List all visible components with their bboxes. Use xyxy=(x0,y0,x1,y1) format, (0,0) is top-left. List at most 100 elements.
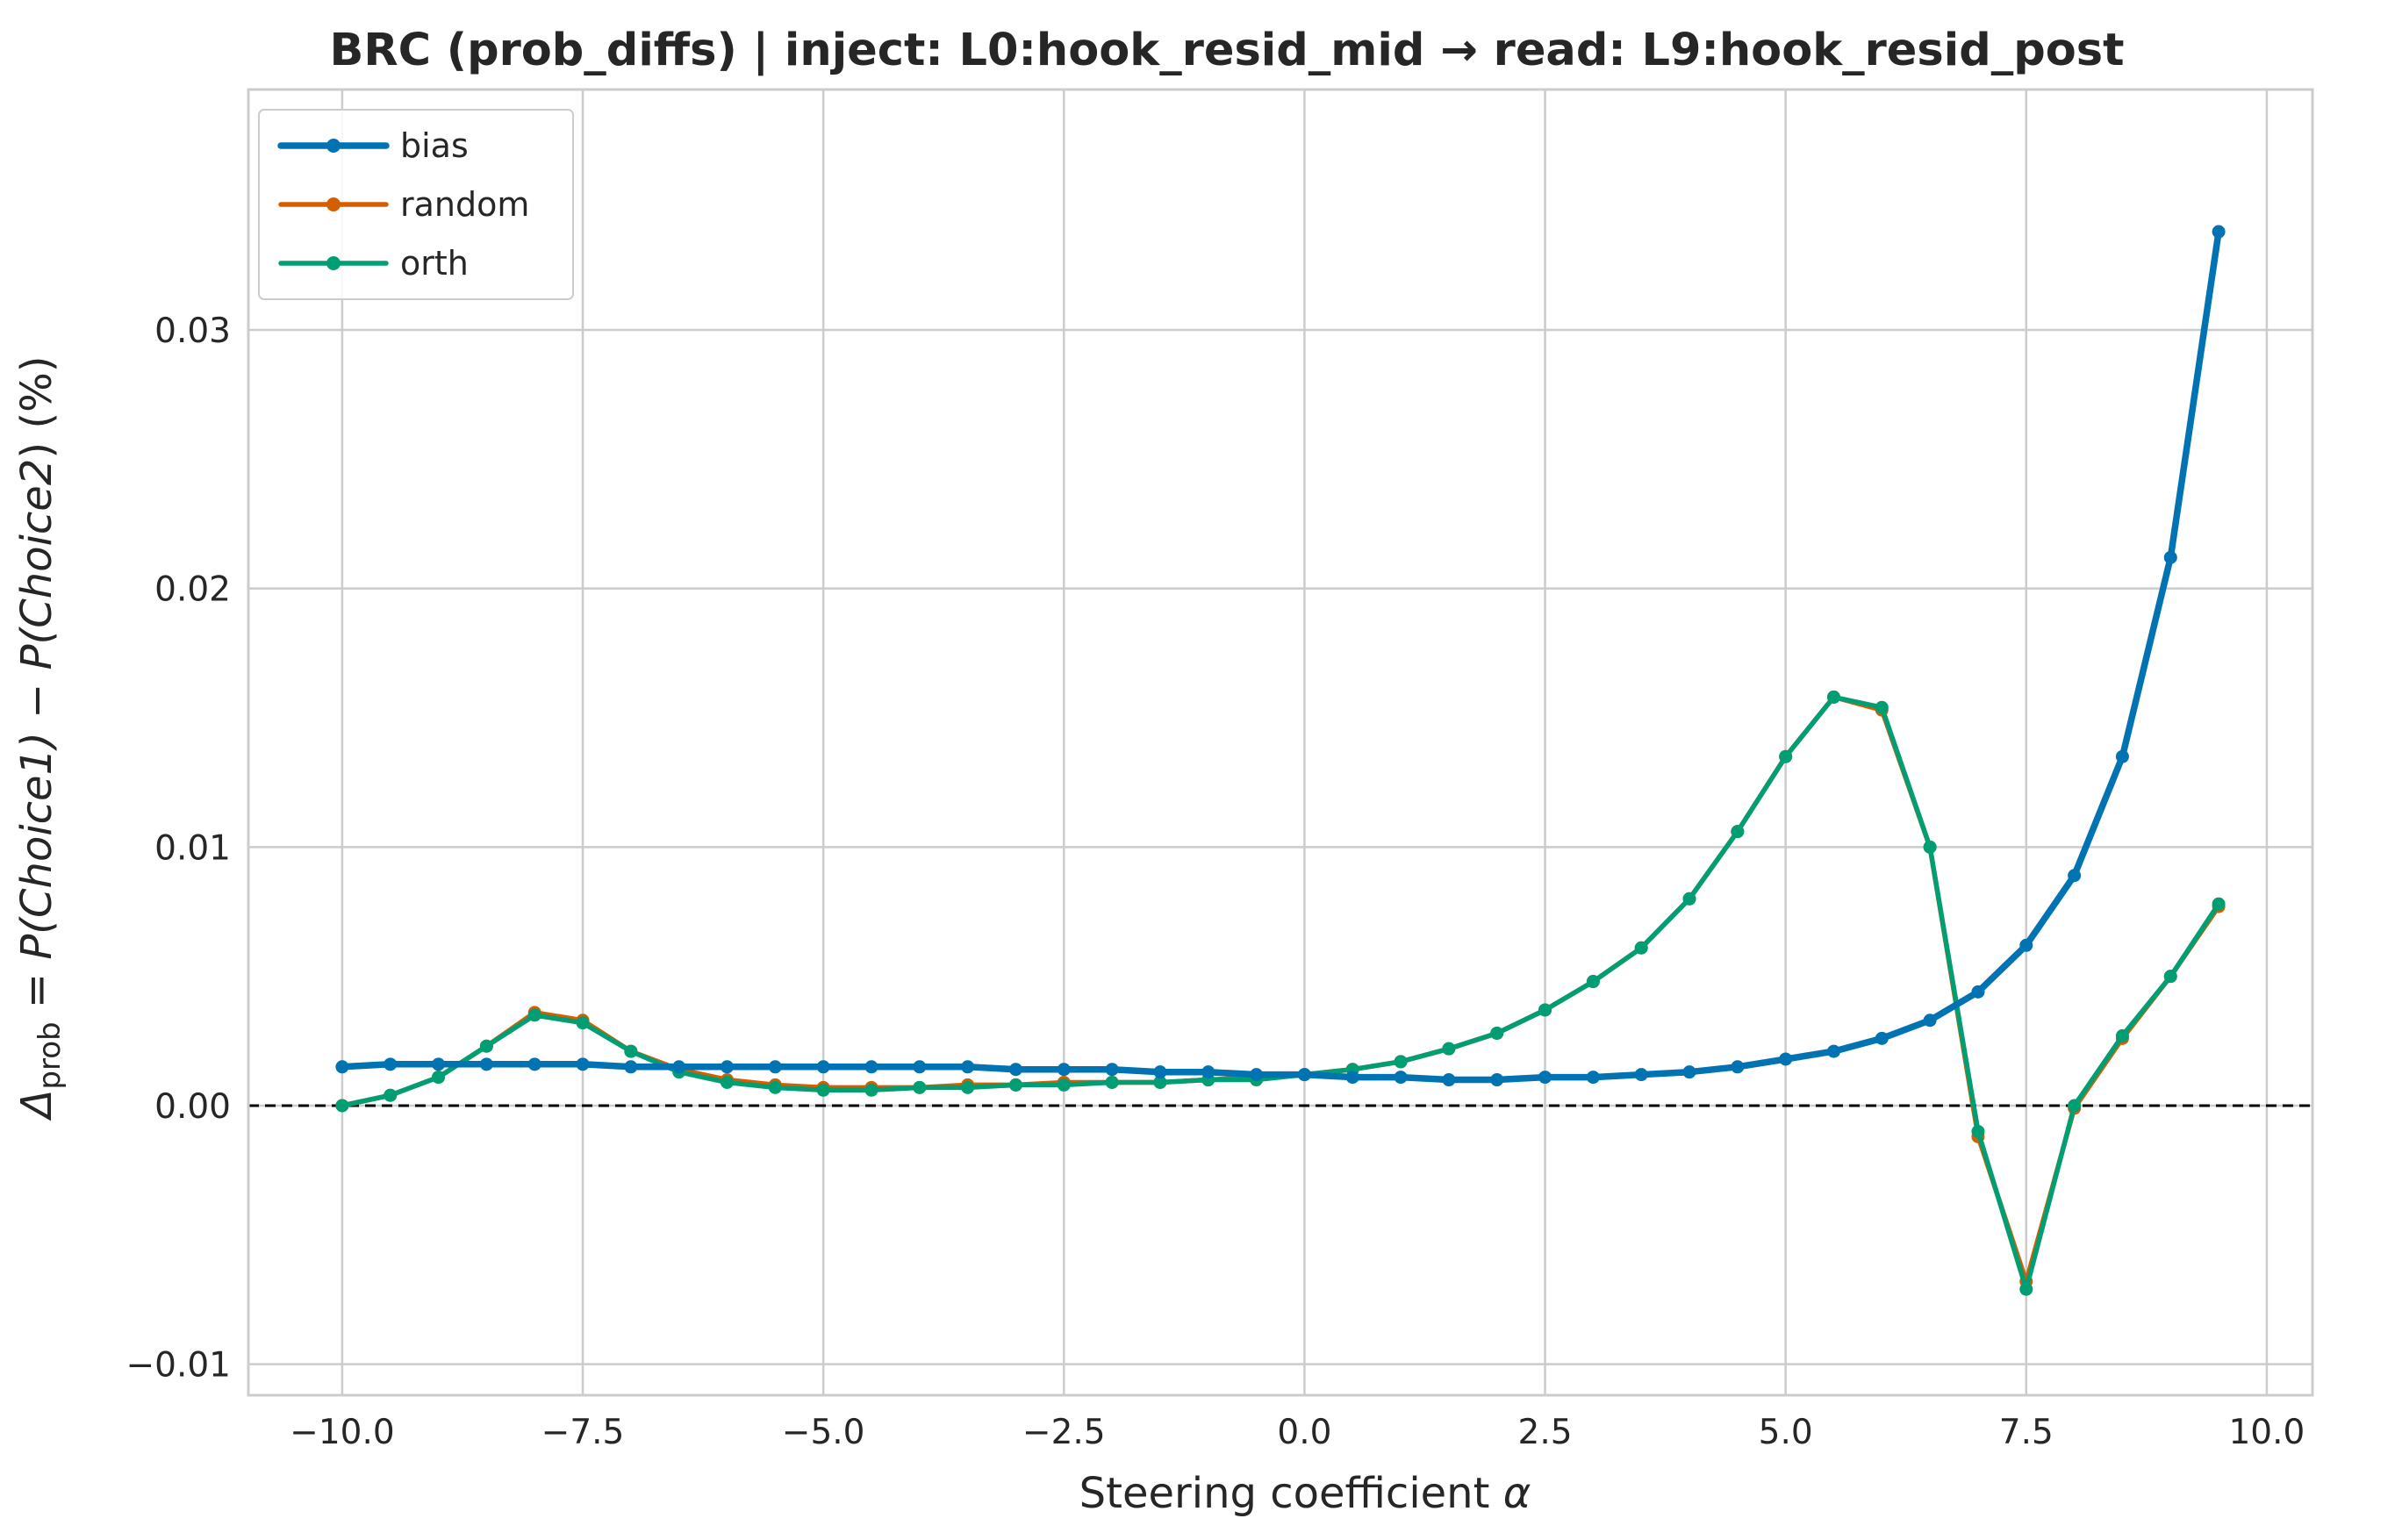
data-point-orth xyxy=(721,1075,735,1089)
x-tick-label: 0.0 xyxy=(1277,1413,1331,1452)
data-point-orth xyxy=(576,1016,590,1030)
data-point-orth xyxy=(1682,892,1696,906)
x-axis-label-text: Steering coefficient xyxy=(1079,1469,1503,1518)
data-point-bias xyxy=(672,1060,686,1074)
y-label-delta: Δ xyxy=(12,1090,61,1122)
y-tick-label: 0.00 xyxy=(154,1087,231,1127)
data-point-orth xyxy=(1538,1003,1552,1017)
data-point-bias xyxy=(1442,1073,1456,1087)
data-point-orth xyxy=(961,1080,975,1094)
series-bias xyxy=(335,225,2226,1087)
legend-marker-random xyxy=(326,197,341,211)
y-label-choice1: Choice1 xyxy=(12,749,61,918)
legend-box xyxy=(258,109,574,300)
data-point-orth xyxy=(2068,1099,2082,1113)
data-point-bias xyxy=(2019,938,2033,952)
x-tick-label: −5.0 xyxy=(782,1413,865,1452)
data-point-orth xyxy=(1875,700,1889,714)
data-point-bias xyxy=(1826,1044,1840,1058)
data-point-orth xyxy=(624,1044,638,1058)
y-label-subscript: prob xyxy=(32,1021,68,1089)
data-point-orth xyxy=(1971,1124,1985,1138)
y-tick-label: 0.03 xyxy=(154,312,231,351)
tick-labels: −10.0 −7.5 −5.0 −2.5 0.0 2.5 5.0 7.5 10.0 −0.01 0.… xyxy=(125,312,2305,1452)
x-tick-label: 5.0 xyxy=(1759,1413,1813,1452)
data-point-bias xyxy=(1779,1052,1793,1066)
x-axis-label: Steering coefficient α xyxy=(1079,1469,1531,1518)
data-point-bias xyxy=(479,1057,493,1071)
data-point-orth xyxy=(1779,749,1793,763)
data-point-orth xyxy=(1923,840,1937,854)
y-label-equals: = xyxy=(12,960,61,1022)
chart-title: BRC (prob_diffs) | inject: L0:hook_resid… xyxy=(329,25,2124,76)
legend: bias random orth xyxy=(258,109,574,300)
data-point-orth xyxy=(1442,1042,1456,1056)
x-tick-label: −7.5 xyxy=(541,1413,625,1452)
data-point-bias xyxy=(2115,749,2129,763)
x-axis-label-symbol: α xyxy=(1503,1469,1531,1518)
data-point-bias xyxy=(1490,1073,1504,1087)
y-tick-label: 0.02 xyxy=(154,570,231,610)
x-tick-label: 10.0 xyxy=(2228,1413,2305,1452)
legend-label-orth: orth xyxy=(400,244,469,283)
y-label-p1: P( xyxy=(12,916,61,960)
series-layer xyxy=(335,225,2226,1296)
data-point-orth xyxy=(768,1080,782,1094)
data-point-bias xyxy=(721,1060,735,1074)
y-tick-label: −0.01 xyxy=(125,1346,231,1386)
data-point-bias xyxy=(1634,1068,1648,1082)
data-point-bias xyxy=(1008,1063,1022,1077)
data-point-bias xyxy=(1201,1065,1215,1079)
data-point-orth xyxy=(1731,825,1745,839)
data-point-bias xyxy=(1538,1071,1552,1085)
y-label-end: ) (%) xyxy=(12,356,61,459)
data-point-orth xyxy=(1634,941,1648,955)
data-point-orth xyxy=(2212,897,2226,911)
data-point-orth xyxy=(1490,1026,1504,1040)
data-point-bias xyxy=(1923,1014,1937,1028)
data-point-orth xyxy=(1057,1078,1071,1092)
plot-frame xyxy=(247,88,2314,1397)
data-point-bias xyxy=(1875,1031,1889,1045)
legend-marker-bias xyxy=(326,139,341,153)
data-point-orth xyxy=(2019,1282,2033,1296)
data-point-orth xyxy=(335,1099,349,1113)
data-point-orth xyxy=(1008,1078,1022,1092)
data-point-orth xyxy=(816,1083,830,1097)
data-point-orth xyxy=(1394,1055,1408,1069)
data-point-bias xyxy=(1345,1071,1359,1085)
data-point-bias xyxy=(1153,1065,1167,1079)
data-point-bias xyxy=(768,1060,782,1074)
data-point-orth xyxy=(864,1083,878,1097)
data-point-bias xyxy=(1250,1068,1264,1082)
data-point-orth xyxy=(1586,975,1600,989)
y-axis-label: Δprob = P(Choice1) − P(Choice2) (%) xyxy=(12,356,68,1122)
data-point-orth xyxy=(479,1039,493,1053)
data-point-orth xyxy=(1105,1075,1119,1089)
data-point-bias xyxy=(624,1060,638,1074)
y-label-choice2: Choice2 xyxy=(12,459,61,628)
data-point-bias xyxy=(335,1060,349,1074)
data-point-bias xyxy=(1731,1060,1745,1074)
data-point-orth xyxy=(2163,970,2177,984)
data-point-orth xyxy=(384,1088,398,1102)
data-point-orth xyxy=(527,1008,541,1022)
data-point-bias xyxy=(1682,1065,1696,1079)
data-point-orth xyxy=(1153,1075,1167,1089)
data-point-bias xyxy=(816,1060,830,1074)
data-point-bias xyxy=(384,1057,398,1071)
legend-label-bias: bias xyxy=(400,126,469,165)
data-point-bias xyxy=(432,1057,446,1071)
data-point-bias xyxy=(576,1057,590,1071)
data-point-orth xyxy=(432,1071,446,1085)
series-line-bias xyxy=(339,228,2222,1084)
legend-marker-orth xyxy=(326,256,341,270)
x-tick-label: 2.5 xyxy=(1518,1413,1573,1452)
data-point-bias xyxy=(1586,1071,1600,1085)
data-point-bias xyxy=(527,1057,541,1071)
legend-label-random: random xyxy=(400,185,529,224)
data-point-bias xyxy=(1297,1068,1311,1082)
data-point-orth xyxy=(2115,1028,2129,1042)
x-tick-label: −10.0 xyxy=(290,1413,395,1452)
